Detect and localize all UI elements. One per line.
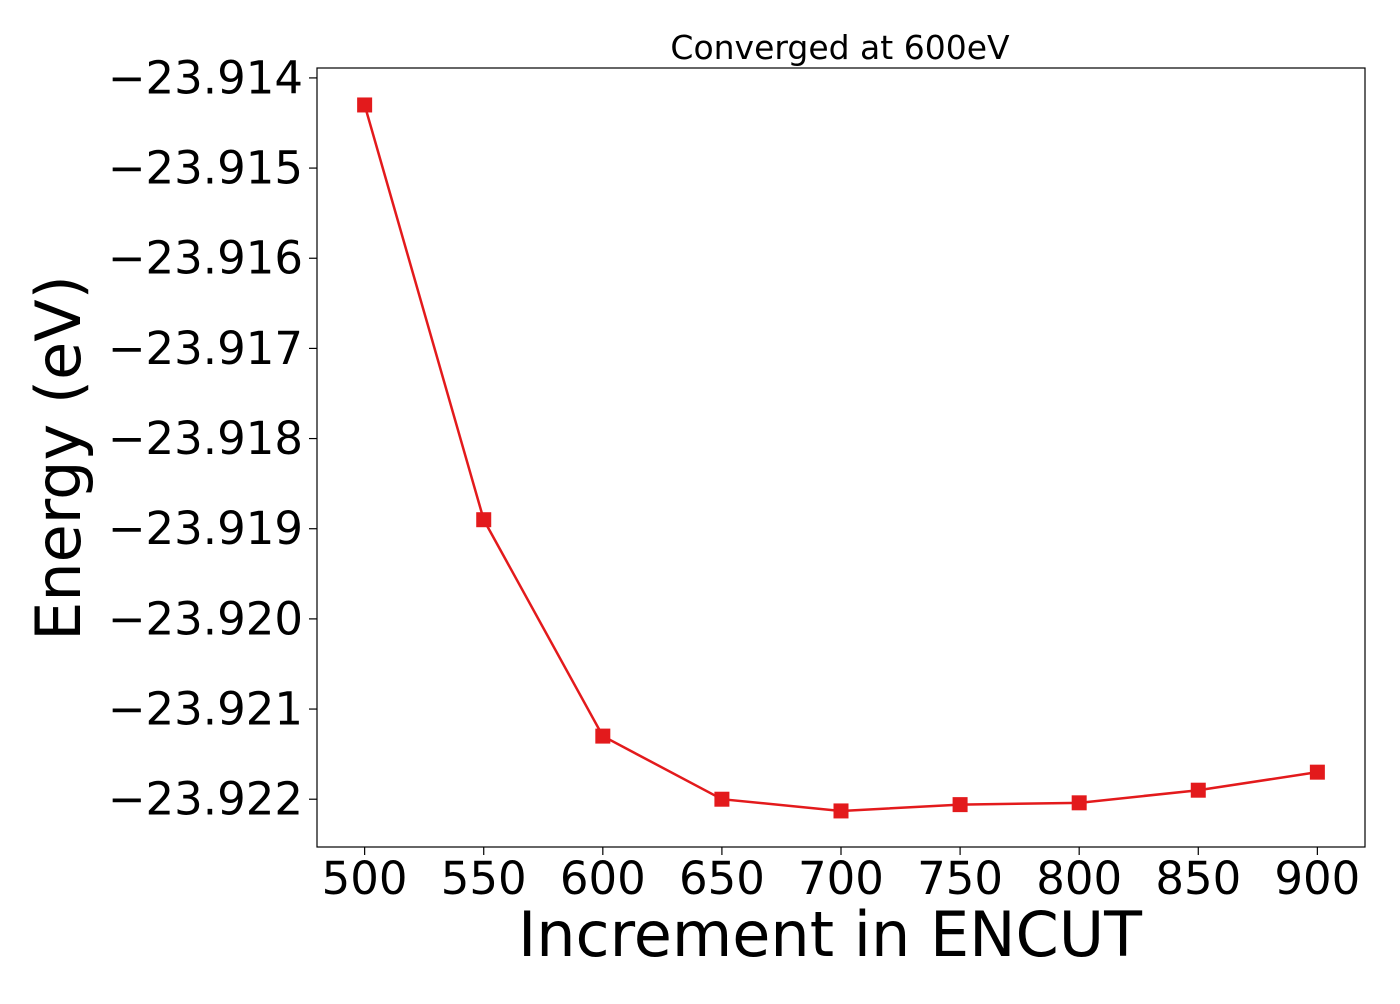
data-point-500 [357,97,373,113]
x-axis-label: Increment in ENCUT [518,898,1143,971]
x-axis-ticks: 500 550 600 650 700 750 800 850 900 [322,847,1360,905]
x-tick-label: 650 [679,852,765,905]
series-layer [357,97,1325,819]
y-tick-label: −23.914 [108,51,303,104]
y-tick-label: −23.922 [108,773,303,826]
y-tick-label: −23.917 [108,322,303,375]
y-tick-label: −23.921 [108,683,303,736]
x-tick-label: 850 [1155,852,1241,905]
y-tick-label: −23.916 [108,232,303,285]
x-tick-label: 700 [798,852,884,905]
y-tick-label: −23.918 [108,412,303,465]
data-point-600 [595,728,611,744]
data-point-900 [1309,764,1325,780]
data-point-800 [1071,795,1087,811]
y-tick-label: −23.920 [108,592,303,645]
y-tick-label: −23.919 [108,502,303,555]
y-axis-ticks: −23.914 −23.915 −23.916 −23.917 −23.918 −23.9… [108,51,317,826]
axes-frame [316,67,1366,848]
data-point-650 [714,791,730,807]
y-tick-label: −23.915 [108,142,303,195]
x-tick-label: 600 [560,852,646,905]
plot-area: −23.914 −23.915 −23.916 −23.917 −23.918 −23.9… [108,51,1366,905]
data-point-750 [952,797,968,813]
data-point-550 [476,512,492,528]
series-line [363,104,1318,813]
x-tick-label: 750 [917,852,1003,905]
x-tick-label: 500 [322,852,408,905]
y-axis-label: Energy (eV) [22,275,95,641]
x-tick-label: 550 [441,852,527,905]
x-tick-label: 900 [1274,852,1360,905]
chart-title: Converged at 600eV [670,28,1010,67]
x-tick-label: 800 [1036,852,1122,905]
data-point-850 [1190,782,1206,798]
data-point-700 [833,803,849,819]
